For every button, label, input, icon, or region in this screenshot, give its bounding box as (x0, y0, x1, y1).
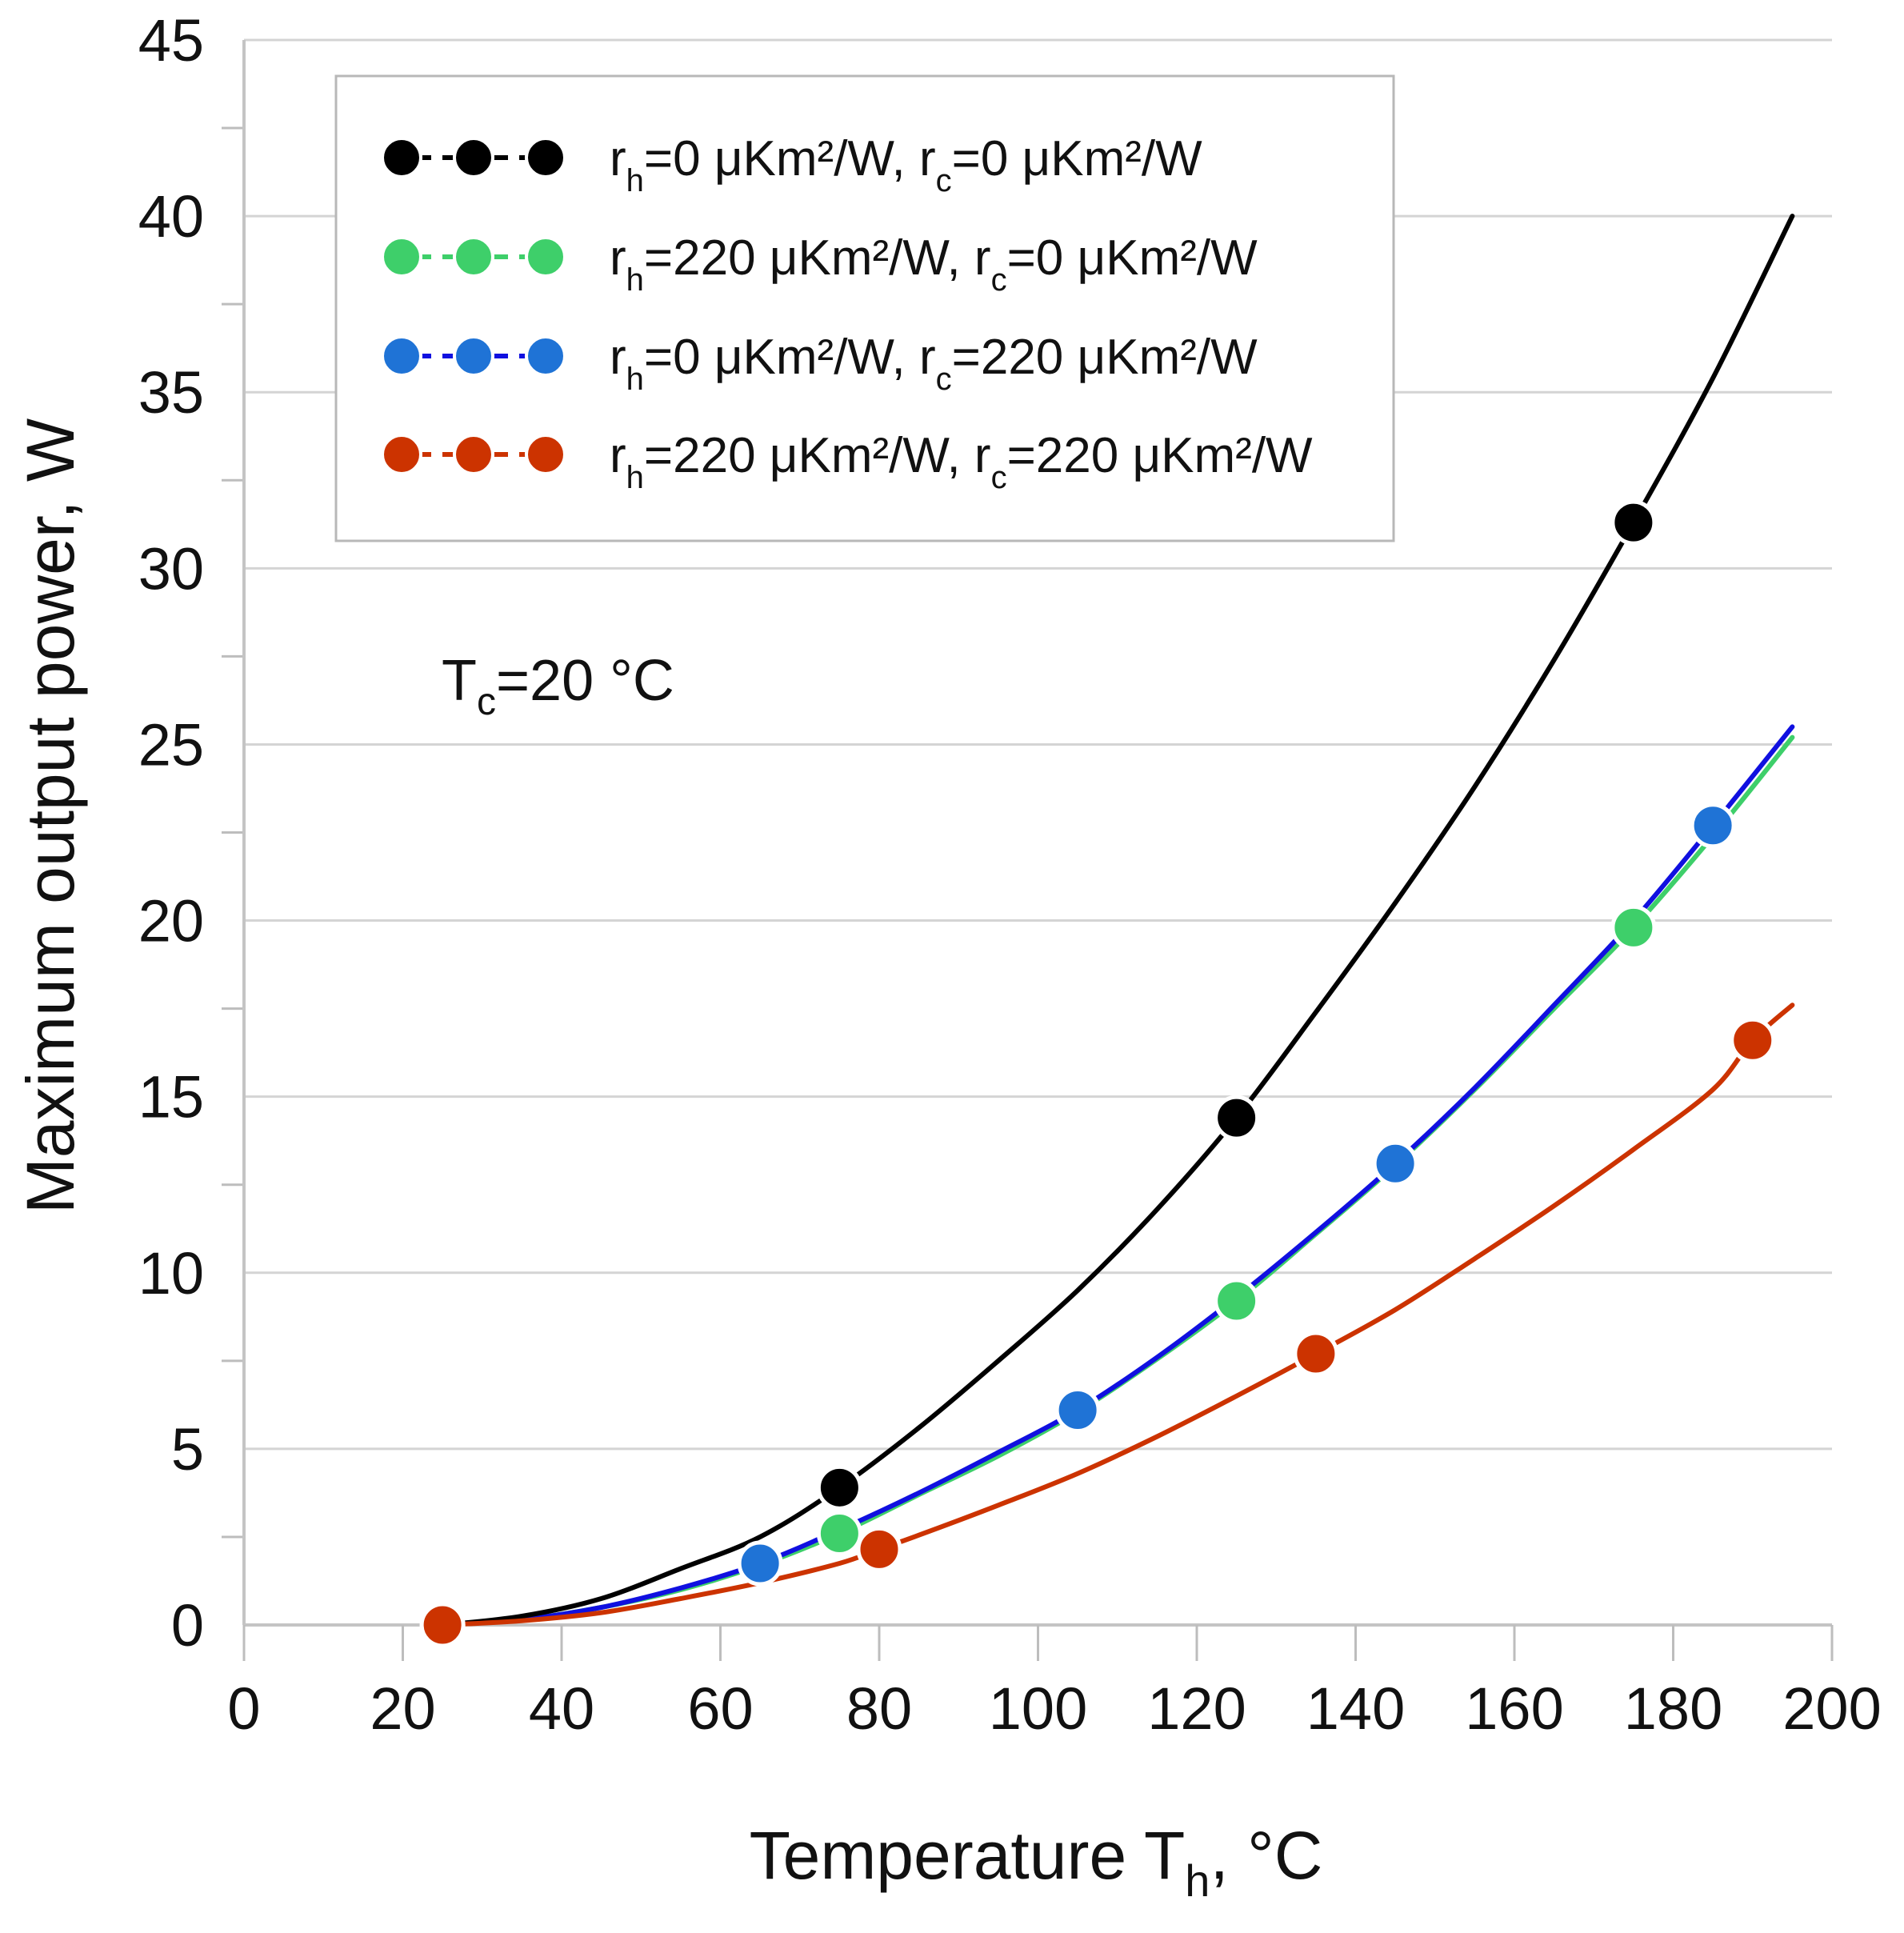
legend-label: rh=0 μKm²/W, rc=220 μKm²/W (610, 330, 1258, 397)
legend-box (334, 74, 1395, 542)
y-tick-label: 30 (138, 535, 204, 602)
x-axis-label: Temperature Th, °C (750, 1818, 1323, 1906)
legend-label-r: r (610, 428, 626, 483)
legend-entry-3: rh=0 μKm²/W, rc=220 μKm²/W (381, 330, 1258, 397)
x-axis-label-tail: , °C (1210, 1818, 1322, 1893)
legend-marker (381, 434, 422, 475)
x-tick-label: 0 (227, 1675, 260, 1742)
legend-label-mid: =0 μKm²/W, r (644, 131, 936, 186)
series-1-marker (816, 1464, 862, 1511)
legend-marker (381, 137, 422, 178)
x-axis-label-main: Temperature T (750, 1818, 1186, 1893)
x-tick-label: 200 (1782, 1675, 1881, 1742)
legend-marker (525, 434, 566, 475)
legend-marker (525, 236, 566, 278)
legend-label-r: r (610, 330, 626, 385)
legend-entries: rh=0 μKm²/W, rc=0 μKm²/Wrh=220 μKm²/W, r… (381, 131, 1313, 495)
legend-marker (381, 335, 422, 377)
legend: rh=0 μKm²/W, rc=0 μKm²/Wrh=220 μKm²/W, r… (334, 74, 1395, 542)
legend-entry-2: rh=220 μKm²/W, rc=0 μKm²/W (381, 230, 1258, 298)
x-tick-label: 60 (687, 1675, 753, 1742)
legend-label: rh=220 μKm²/W, rc=0 μKm²/W (610, 230, 1258, 298)
legend-label-mid: =220 μKm²/W, r (644, 428, 991, 483)
legend-marker (453, 434, 494, 475)
legend-label-end: =220 μKm²/W (1007, 428, 1313, 483)
annotation-tc: Tc=20 °C (442, 649, 674, 723)
series-3-marker (737, 1540, 783, 1587)
y-tick-label: 25 (138, 711, 204, 778)
legend-label-end: =220 μKm²/W (952, 330, 1258, 385)
legend-marker (453, 236, 494, 278)
legend-marker (453, 335, 494, 377)
series-line-1 (440, 214, 1795, 1627)
series-3-marker (1690, 802, 1736, 849)
y-tick-label: 5 (171, 1416, 204, 1483)
legend-label-sub-h: h (626, 362, 644, 397)
series-group (419, 214, 1795, 1648)
y-tick-label: 10 (138, 1240, 204, 1307)
legend-label: rh=0 μKm²/W, rc=0 μKm²/W (610, 131, 1202, 198)
legend-label-sub-c: c (936, 163, 952, 198)
legend-label-r: r (610, 131, 626, 186)
series-2-marker (816, 1511, 862, 1557)
series-4-marker (1293, 1331, 1339, 1377)
legend-label-mid: =0 μKm²/W, r (644, 330, 936, 385)
y-tick-label: 35 (138, 359, 204, 426)
legend-label-end: =0 μKm²/W (952, 131, 1203, 186)
legend-label-sub-h: h (626, 163, 644, 198)
y-tick-label: 40 (138, 183, 204, 250)
series-1-marker (1214, 1095, 1260, 1141)
series-line-3 (440, 724, 1795, 1627)
series-4-marker (419, 1602, 466, 1648)
x-tick-label: 80 (846, 1675, 912, 1742)
series-2-marker (1214, 1278, 1260, 1324)
x-tick-label: 20 (370, 1675, 435, 1742)
axes: 0 5 10 15 20 25 30 35 40 45 0 20 40 60 80 100 120 140 160 1… (138, 7, 1882, 1742)
legend-label-sub-c: c (991, 460, 1007, 495)
legend-label-sub-c: c (936, 362, 952, 397)
y-axis-label: Maximum output power, W (13, 418, 88, 1214)
series-2-marker (1610, 904, 1657, 950)
legend-marker (453, 137, 494, 178)
series-3-marker (1372, 1140, 1418, 1187)
annotation-main: T (442, 649, 477, 713)
x-tick-label: 160 (1465, 1675, 1563, 1742)
x-tick-label: 140 (1306, 1675, 1405, 1742)
series-line-4 (440, 1003, 1795, 1627)
series-3-marker (1054, 1387, 1101, 1433)
y-tick-label: 45 (138, 7, 204, 74)
x-axis-label-sub: h (1185, 1855, 1210, 1906)
y-tick-label: 0 (171, 1592, 204, 1659)
x-tick-label: 100 (989, 1675, 1087, 1742)
annotation-tail: =20 °C (496, 649, 674, 713)
y-tick-label: 15 (138, 1064, 204, 1131)
x-tick-label: 40 (529, 1675, 594, 1742)
legend-label-r: r (610, 230, 626, 286)
legend-label-end: =0 μKm²/W (1007, 230, 1258, 286)
legend-entry-1: rh=0 μKm²/W, rc=0 μKm²/W (381, 131, 1202, 198)
legend-entry-4: rh=220 μKm²/W, rc=220 μKm²/W (381, 428, 1313, 495)
x-tick-label: 180 (1624, 1675, 1722, 1742)
legend-marker (525, 335, 566, 377)
legend-label-sub-c: c (991, 262, 1007, 298)
series-4-marker (856, 1526, 902, 1572)
x-tick-label: 120 (1147, 1675, 1246, 1742)
legend-label-mid: =220 μKm²/W, r (644, 230, 991, 286)
y-tick-label: 20 (138, 888, 204, 954)
legend-label-sub-h: h (626, 460, 644, 495)
legend-marker (381, 236, 422, 278)
annotation-sub: c (477, 681, 496, 723)
series-1-marker (1610, 499, 1657, 546)
legend-marker (525, 137, 566, 178)
legend-label-sub-h: h (626, 262, 644, 298)
series-4-marker (1730, 1017, 1776, 1063)
legend-label: rh=220 μKm²/W, rc=220 μKm²/W (610, 428, 1313, 495)
